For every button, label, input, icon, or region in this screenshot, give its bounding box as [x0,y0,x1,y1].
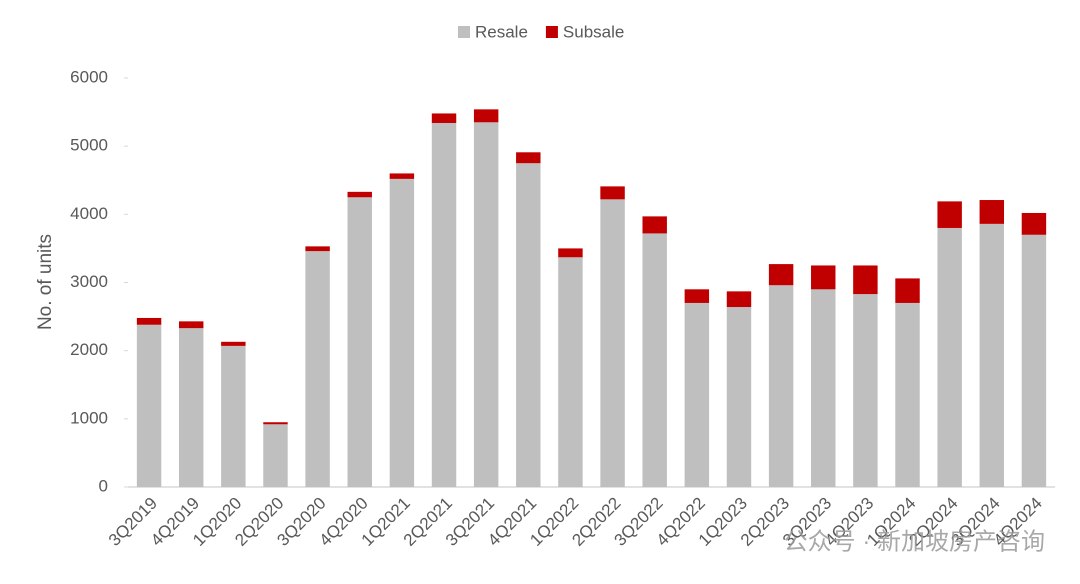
bar-segment [768,264,794,286]
bar-segment [516,163,541,488]
bar-segment [853,265,878,295]
bar-segment [1021,212,1047,235]
bar-segment [853,294,878,487]
bar-segment [136,324,162,487]
y-axis-label: No. of units [35,234,56,330]
y-tick-label: 6000 [70,67,108,86]
bar-segment [811,265,836,290]
bar-segment [895,278,920,303]
bar-segment [1021,234,1047,487]
bar-segment [558,248,583,258]
bar-segment [979,223,1005,488]
bar-segment [642,233,667,487]
y-tick-label: 4000 [70,204,108,223]
bar-segment [684,302,710,487]
bar-segment [895,302,920,487]
y-tick-label: 0 [99,476,108,495]
bar-segment [389,178,415,488]
bar-segment [473,109,499,123]
bar-segment [768,285,794,487]
bar-segment [516,152,541,164]
bar-segment [558,257,583,487]
watermark: 公众号 · 新加坡房产咨询 [784,528,1045,555]
y-tick-label: 5000 [70,136,108,155]
bar-segment [305,251,330,487]
bar-segment [937,201,962,228]
bar-segment [473,122,499,487]
legend-label: Resale [475,22,528,41]
y-tick-label: 3000 [70,272,108,291]
bar-segment [726,291,752,308]
bar-segment [347,191,372,198]
bar-segment [811,289,836,487]
bar-segment [726,307,752,487]
y-tick-label: 1000 [70,408,108,427]
y-tick-label: 2000 [70,340,108,359]
bar-segment [600,199,625,487]
bar-segment [221,341,246,346]
bar-segment [347,197,372,487]
bar-segment [136,317,162,325]
bar-segment [178,321,204,329]
legend-swatch [545,26,558,38]
bar-segment [305,246,330,252]
bar-segment [642,216,667,234]
bar-segment [431,113,457,123]
bar-segment [937,227,962,487]
bar-segment [263,422,288,425]
bar-segment [979,200,1005,224]
bar-segment [263,424,288,487]
bar-segment [431,122,457,488]
bar-segment [178,328,204,487]
bar-segment [684,289,710,303]
bar-segment [389,173,415,179]
legend-label: Subsale [563,22,624,41]
legend-swatch [458,26,470,38]
bar-segment [221,345,246,487]
bar-segment [600,186,625,200]
